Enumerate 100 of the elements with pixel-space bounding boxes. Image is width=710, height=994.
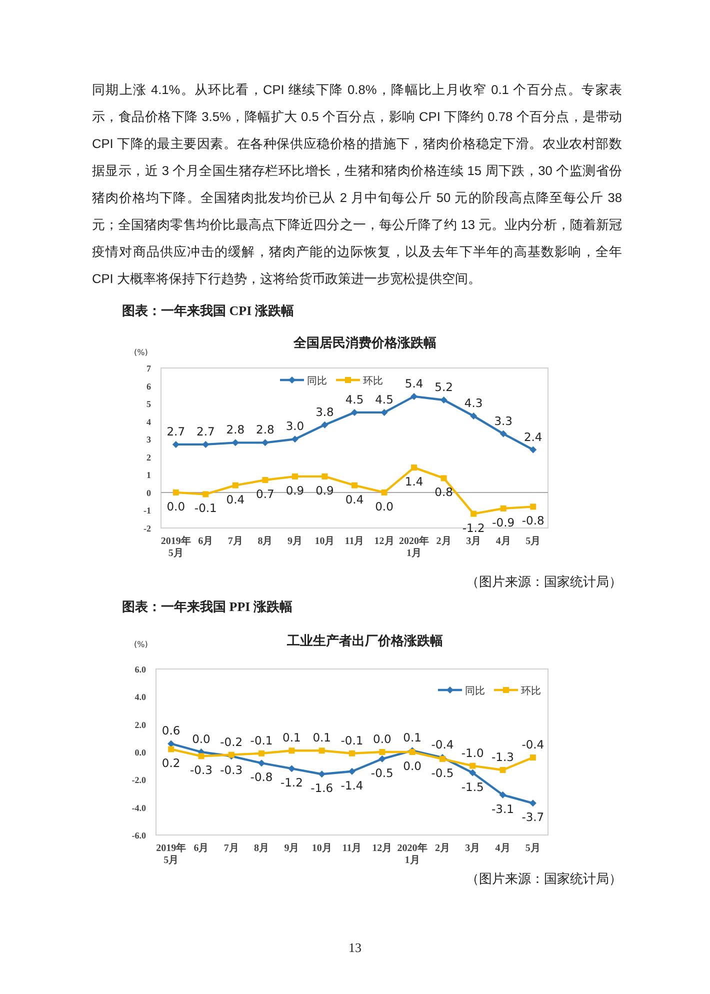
- point: [349, 750, 355, 756]
- chart-title: 全国居民消费价格涨跌幅: [292, 336, 436, 351]
- point: [321, 421, 328, 428]
- y-axis-title: (%): [134, 640, 148, 649]
- point: [202, 440, 210, 448]
- legend-label: 环比: [363, 375, 383, 387]
- y-tick-label: 0: [146, 488, 152, 498]
- y-tick-label: 3: [146, 434, 152, 445]
- x-tick-label: 6月: [198, 536, 214, 547]
- point: [288, 765, 296, 772]
- point: [469, 769, 476, 776]
- data-label: 0.0: [403, 759, 422, 773]
- x-tick-label: 9月: [287, 536, 302, 547]
- point: [318, 748, 325, 754]
- y-tick-label: 0.0: [134, 748, 146, 758]
- point: [168, 740, 175, 748]
- point: [381, 489, 388, 496]
- point: [288, 748, 295, 754]
- x-tick-label: 7月: [224, 843, 239, 854]
- point: [500, 505, 506, 512]
- x-tick-label: 4月: [495, 843, 510, 854]
- legend-label: 环比: [521, 685, 541, 697]
- point: [291, 436, 298, 443]
- data-label: 4.5: [375, 392, 394, 406]
- data-label: 1.4: [404, 474, 424, 489]
- text: 同期上涨 4.1%。从环比看，CPI 继续下降 0.8%，降幅比上月收窄 0.1 个百分点。专家表示，食品价格下降 3.5%，降幅扩大 0.5 个百分点，影响 CPI 下降约 0.78 个百分点，是带动 CPI 下降的最主要因素。在各种保供应稳价格的措施下，猪肉价格稳定下滑。农业农村部数据显示，近 3 个月全国生猪存栏环比增长，生猪和猪肉价格连续 15 周下跌，30 个监测省份猪肉价格均下降。全国猪肉批发均价已从 2 月中旬每公斤 50 元的阶段高点降至每公斤 38 元；全国猪肉零售均价比最高点下降近四分之一，每公斤降了约 13 元。业内分析，随着新冠疫情对商品供应冲击的缓解，猪肉产能的边际恢复，以及去年下半年的高基数影响，全年 CPI 大概率将保持下行趋势，这将给货币政策进一步宽松提供空间。: [92, 81, 622, 288]
- data-label: 0.7: [256, 487, 274, 501]
- y-tick-label: 7: [146, 364, 152, 374]
- data-label: 0.9: [316, 483, 334, 498]
- x-tick-label: 10月: [314, 536, 335, 547]
- point: [351, 408, 358, 416]
- point: [410, 392, 418, 400]
- data-label: -0.9: [492, 515, 515, 530]
- point: [529, 800, 536, 807]
- x-tick-label: 2020年 1月: [399, 535, 430, 559]
- data-label: -0.4: [522, 738, 544, 752]
- y-tick-label: 1: [146, 470, 152, 480]
- data-label: 0.0: [166, 499, 186, 514]
- y-tick-label: 5: [146, 399, 152, 410]
- data-label: 4.5: [345, 392, 364, 406]
- y-tick-label: -4.0: [132, 802, 146, 813]
- point: [500, 766, 506, 773]
- data-label: 4.3: [464, 396, 483, 410]
- point: [380, 408, 388, 416]
- point: [318, 770, 326, 778]
- data-label: 0.1: [403, 730, 422, 745]
- x-tick-label: 7月: [228, 536, 243, 547]
- data-label: -0.8: [250, 770, 273, 784]
- x-tick-label: 12月: [372, 843, 392, 854]
- point: [499, 791, 506, 798]
- point: [530, 504, 536, 510]
- data-label: 3.8: [316, 404, 334, 419]
- point: [198, 753, 204, 760]
- point: [262, 439, 269, 446]
- data-label: 0.4: [226, 492, 245, 506]
- x-tick-label: 11月: [344, 536, 364, 547]
- point: [411, 464, 418, 471]
- legend-label: 同比: [465, 685, 485, 697]
- point: [440, 475, 447, 482]
- data-label: 3.0: [286, 419, 304, 434]
- y-tick-label: -6.0: [132, 830, 146, 840]
- point: [168, 746, 174, 752]
- x-tick-label: 2020年 1月: [397, 842, 428, 866]
- point: [292, 473, 298, 480]
- y-tick-label: 4.0: [134, 692, 146, 702]
- data-label: 2.8: [226, 422, 245, 437]
- data-label: 0.2: [162, 756, 180, 770]
- data-label: -0.1: [194, 501, 217, 516]
- data-label: 0.1: [312, 730, 331, 745]
- point: [258, 750, 265, 756]
- y-axis-title: (%): [134, 348, 148, 357]
- text: 图表：一年来我国 CPI 涨跌幅: [122, 302, 294, 320]
- data-label: 0.4: [345, 492, 364, 506]
- data-label: -0.5: [431, 766, 454, 780]
- x-tick-label: 5月: [526, 536, 541, 547]
- data-label: 2.8: [256, 422, 274, 437]
- data-label: 0.1: [282, 730, 301, 745]
- x-tick-label: 4月: [496, 536, 511, 547]
- data-label: -1.2: [462, 520, 485, 535]
- chart-title: 工业生产者出厂价格涨跌幅: [286, 633, 443, 649]
- data-label: -1.5: [461, 780, 484, 794]
- data-label: -3.1: [492, 802, 514, 816]
- x-tick-label: 8月: [258, 536, 273, 547]
- data-label: 2.7: [196, 424, 215, 438]
- x-tick-label: 3月: [465, 843, 480, 854]
- point: [500, 430, 507, 438]
- data-label: 0.0: [373, 732, 392, 746]
- point: [348, 768, 356, 775]
- y-tick-label: 6.0: [134, 664, 146, 674]
- x-tick-label: 2019年 5月: [156, 842, 186, 866]
- x-tick-label: 11月: [342, 843, 362, 854]
- x-tick-label: 12月: [374, 536, 394, 547]
- data-label: -0.1: [250, 733, 273, 748]
- text: （图片来源：国家统计局）: [466, 574, 622, 591]
- data-label: -1.2: [280, 776, 303, 790]
- data-label: -1.6: [310, 781, 334, 796]
- x-tick-label: 2019年 5月: [160, 535, 191, 559]
- x-tick-label: 8月: [254, 843, 270, 854]
- point: [530, 446, 537, 454]
- data-label: 0.0: [375, 499, 394, 514]
